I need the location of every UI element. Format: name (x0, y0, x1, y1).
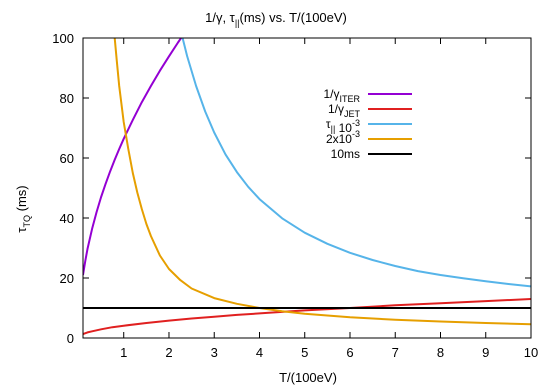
series-line-2 (181, 38, 531, 288)
x-tick-label: 5 (301, 345, 308, 360)
series-line-3 (113, 38, 531, 326)
legend-label-2: τ|| 10-3 (326, 117, 360, 135)
y-axis-label: τTQ (ms) (14, 185, 32, 232)
y-tick-label: 20 (60, 271, 74, 286)
legend-label-0: 1/γITER (323, 87, 360, 104)
x-tick-label: 2 (165, 345, 172, 360)
x-tick-label: 3 (211, 345, 218, 360)
y-tick-label: 100 (52, 31, 74, 46)
y-tick-label: 40 (60, 211, 74, 226)
svg-text:τTQ (ms): τTQ (ms) (14, 185, 32, 232)
series-layer (83, 38, 531, 336)
x-tick-label: 4 (256, 345, 263, 360)
series-line-0 (83, 38, 183, 276)
legend-label-4: 10ms (331, 147, 360, 161)
legend-label-1: 1/γJET (328, 102, 361, 119)
x-tick-label: 8 (437, 345, 444, 360)
chart-title: 1/γ, τ||(ms) vs. T/(100eV) (205, 10, 347, 28)
x-tick-label: 6 (346, 345, 353, 360)
x-axis-label: T/(100eV) (279, 370, 337, 385)
x-tick-label: 10 (524, 345, 538, 360)
series-line-1 (83, 298, 531, 336)
x-tick-label: 9 (482, 345, 489, 360)
legend-label-3: 2x10-3 (326, 129, 360, 146)
y-tick-label: 60 (60, 151, 74, 166)
y-tick-label: 80 (60, 91, 74, 106)
plot-frame (82, 37, 532, 339)
x-tick-label: 1 (120, 345, 127, 360)
x-tick-label: 7 (392, 345, 399, 360)
y-tick-label: 0 (67, 331, 74, 346)
